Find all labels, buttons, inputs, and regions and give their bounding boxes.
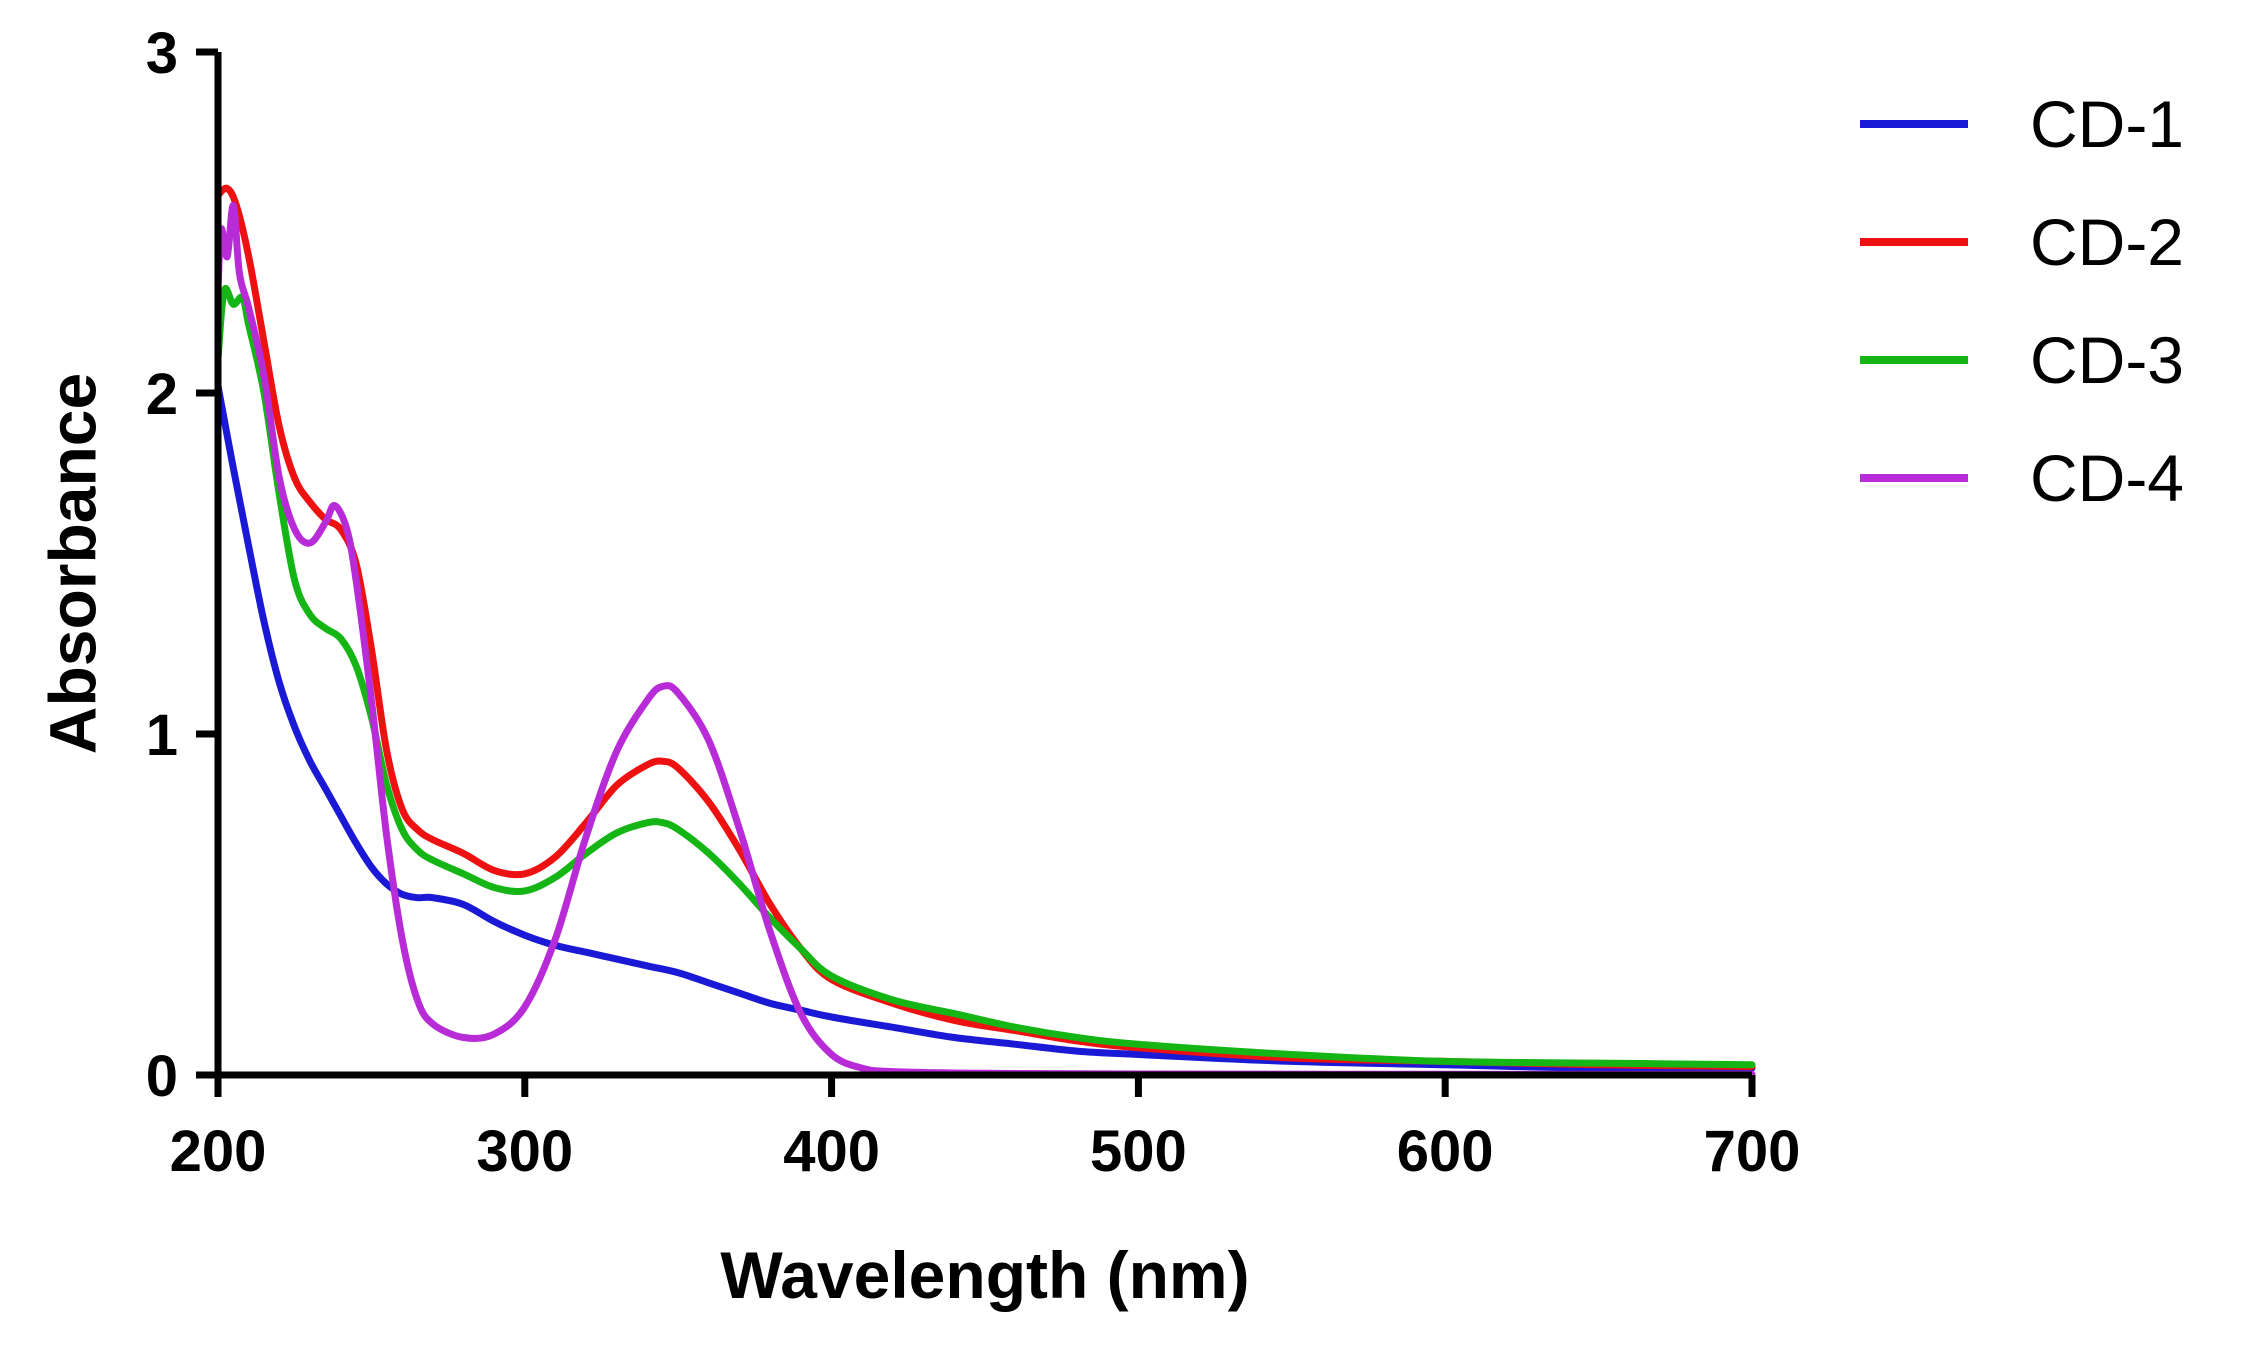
x-tick-label: 400: [783, 1119, 880, 1184]
y-tick-label: 0: [146, 1044, 178, 1109]
series-line-cd-2: [214, 184, 1756, 1070]
series-line-cd-3: [214, 285, 1756, 1069]
y-tick-label: 2: [146, 362, 178, 427]
legend-label-cd-3: CD-3: [2030, 323, 2184, 397]
series-line-cd-1: [214, 382, 1756, 1072]
axes-layer: [214, 52, 1752, 1079]
y-tick-label: 3: [146, 21, 178, 86]
legend: CD-1 CD-2 CD-3 CD-4: [1860, 87, 2184, 515]
legend-label-cd-2: CD-2: [2030, 205, 2184, 279]
series-layer: [214, 184, 1756, 1078]
x-tick-label: 300: [476, 1119, 573, 1184]
y-tick-label: 1: [146, 703, 178, 768]
ticks-layer: 200 300 400 500 600 700 0 1 2 3: [146, 21, 1801, 1184]
x-tick-label: 200: [170, 1119, 267, 1184]
legend-label-cd-4: CD-4: [2030, 441, 2184, 515]
x-axis-title: Wavelength (nm): [720, 1238, 1249, 1312]
series-line-cd-4: [214, 201, 1756, 1078]
x-tick-label: 600: [1397, 1119, 1494, 1184]
y-axis-title: Absorbance: [35, 373, 109, 754]
legend-label-cd-1: CD-1: [2030, 87, 2184, 161]
x-tick-label: 700: [1704, 1119, 1801, 1184]
x-tick-label: 500: [1090, 1119, 1187, 1184]
